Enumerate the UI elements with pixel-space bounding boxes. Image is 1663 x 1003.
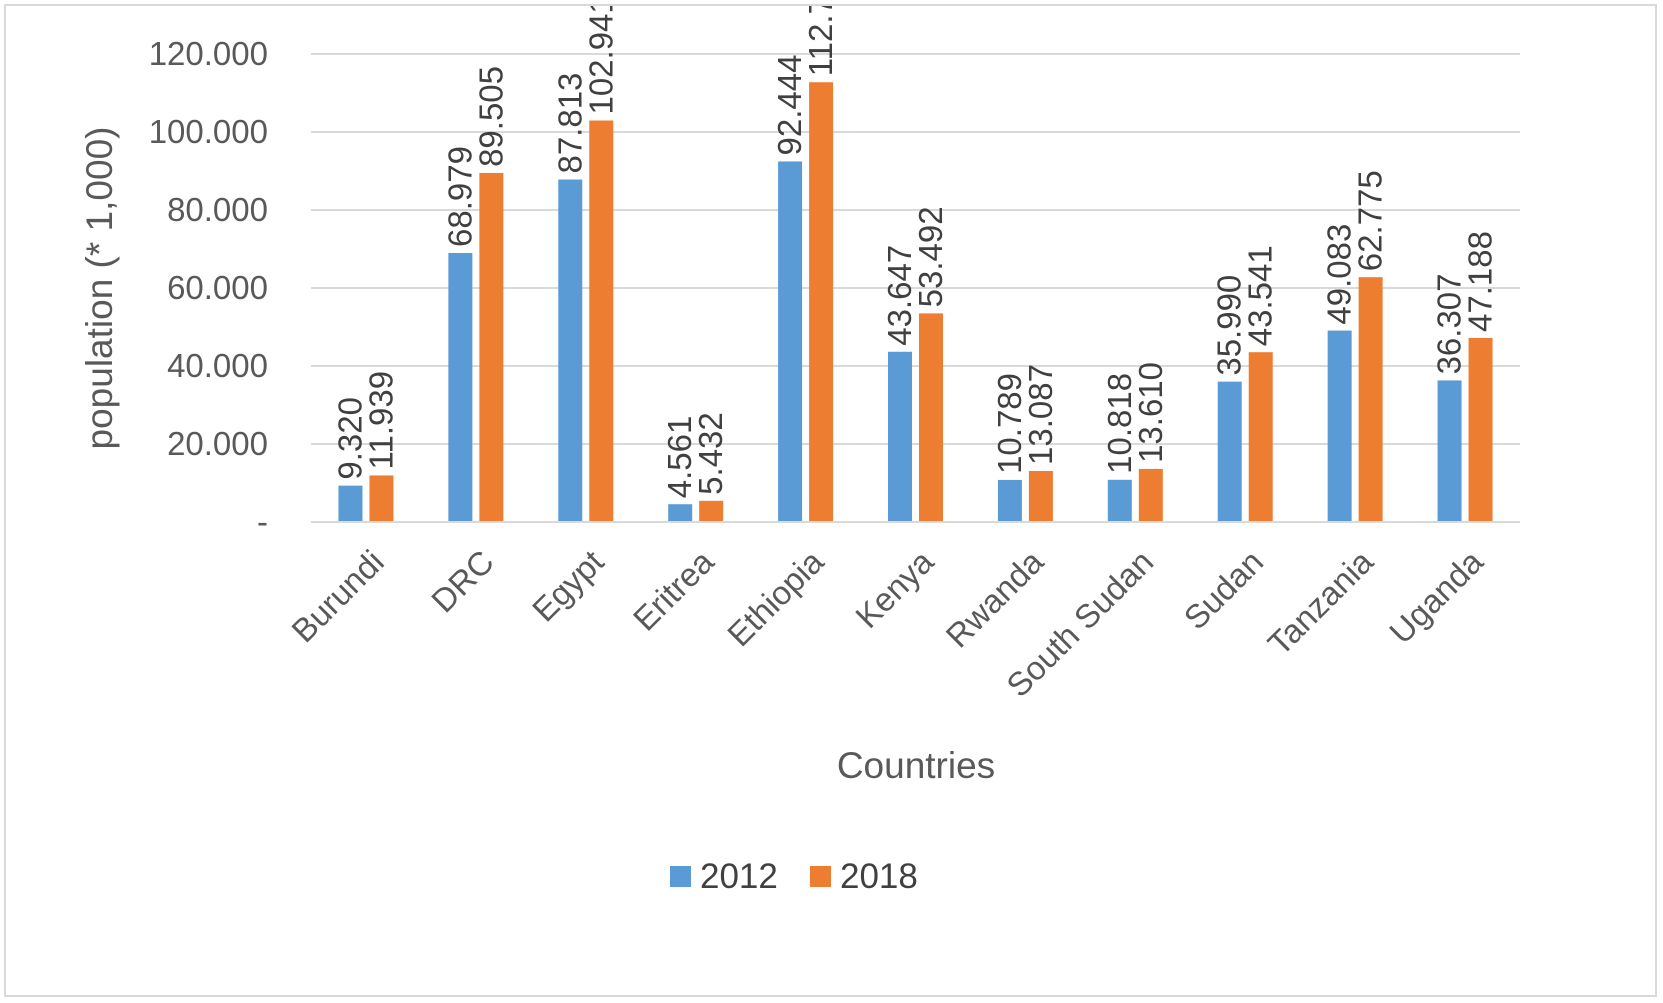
legend-label-2012: 2012 — [700, 857, 778, 896]
data-label: 89.505 — [472, 66, 509, 167]
y-tick-label: - — [257, 503, 268, 540]
x-tick-label: Egypt — [525, 543, 611, 629]
x-tick-label: Burundi — [284, 543, 391, 650]
bar-2012-kenya — [888, 351, 912, 522]
bar-2012-burundi — [338, 485, 363, 522]
data-label: 10.789 — [991, 373, 1028, 474]
bars-layer — [338, 82, 1493, 523]
x-tick-label: Tanzania — [1261, 542, 1381, 662]
bar-2012-south-sudan — [1107, 479, 1132, 522]
x-tick-label: Ethiopia — [720, 542, 831, 653]
data-label: 5.432 — [692, 412, 729, 495]
x-tick-label: Kenya — [848, 542, 941, 635]
data-label: 102.941 — [582, 6, 619, 115]
axis-layer: - 20.000 40.000 60.000 80.000 100.000 120.000 B… — [149, 35, 1520, 704]
data-label: 43.541 — [1242, 245, 1279, 346]
data-label: 68.979 — [441, 146, 478, 247]
bar-2018-rwanda — [1028, 470, 1053, 522]
data-label: 35.990 — [1211, 275, 1248, 376]
bar-2018-kenya — [919, 313, 943, 522]
data-label: 10.818 — [1101, 373, 1138, 474]
bar-2012-eritrea — [668, 504, 693, 522]
data-label: 92.444 — [771, 55, 808, 156]
grid-layer — [311, 53, 1520, 445]
y-tick-label: 80.000 — [167, 191, 268, 228]
data-label: 53.492 — [912, 206, 949, 307]
bar-2012-uganda — [1437, 380, 1462, 522]
data-label: 62.775 — [1352, 170, 1389, 271]
x-axis-title: Countries — [837, 745, 995, 786]
x-tick-label: DRC — [424, 543, 501, 620]
bar-2018-south-sudan — [1138, 468, 1163, 522]
chart-frame: 9.320 11.939 68.979 89.505 87.813 102.941 4.56… — [4, 4, 1657, 997]
bar-2018-ethiopia — [809, 82, 834, 522]
y-tick-label: 100.000 — [149, 113, 268, 150]
bar-2012-ethiopia — [778, 161, 803, 523]
y-tick-label: 20.000 — [167, 425, 268, 462]
x-tick-label: Uganda — [1382, 542, 1490, 650]
bar-2012-rwanda — [997, 479, 1022, 522]
bar-2018-burundi — [369, 475, 394, 522]
bar-2012-tanzania — [1327, 330, 1352, 522]
x-tick-label: Eritrea — [626, 542, 721, 637]
bar-2012-drc — [448, 252, 473, 522]
data-label: 87.813 — [551, 73, 588, 174]
data-label: 13.087 — [1022, 364, 1059, 465]
data-label: 47.188 — [1462, 231, 1499, 332]
bar-2018-tanzania — [1358, 277, 1383, 522]
bar-2018-egypt — [589, 120, 614, 523]
legend-swatch-2012 — [670, 866, 691, 887]
x-tick-label: Rwanda — [939, 542, 1051, 654]
data-label: 11.939 — [362, 371, 399, 469]
bar-2018-sudan — [1248, 352, 1273, 522]
bar-2012-egypt — [558, 179, 583, 522]
y-tick-label: 40.000 — [167, 347, 268, 384]
legend-swatch-2018 — [810, 866, 831, 887]
data-label: 43.647 — [881, 245, 918, 346]
bar-2018-eritrea — [699, 500, 724, 522]
bar-2018-drc — [479, 172, 504, 523]
data-label: 9.320 — [331, 397, 368, 480]
bar-2012-sudan — [1217, 381, 1242, 522]
data-label: 49.083 — [1321, 224, 1358, 325]
y-tick-label: 120.000 — [149, 35, 268, 72]
bar-2018-uganda — [1468, 337, 1493, 522]
y-tick-label: 60.000 — [167, 269, 268, 306]
y-axis-title: population (* 1,000) — [79, 127, 120, 450]
legend: 2012 2018 — [670, 857, 918, 896]
data-label: 112.759 — [802, 6, 839, 76]
data-label: 13.610 — [1132, 362, 1169, 463]
data-label: 4.561 — [661, 416, 698, 499]
data-label: 36.307 — [1431, 273, 1468, 374]
x-tick-label: Sudan — [1177, 543, 1271, 637]
legend-label-2018: 2018 — [840, 857, 918, 896]
